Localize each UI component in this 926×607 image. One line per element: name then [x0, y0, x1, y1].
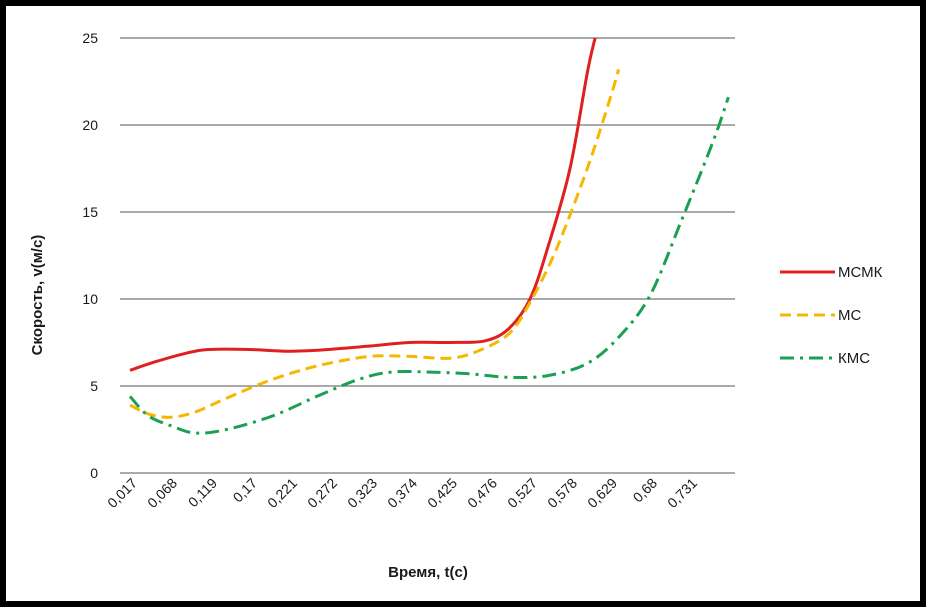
- x-tick-label: 0,221: [264, 475, 300, 511]
- legend: МСМК МС КМС: [780, 264, 883, 367]
- x-axis-title: Время, t(с): [388, 564, 468, 581]
- gridlines: [120, 37, 735, 474]
- x-tick-label: 0,731: [664, 475, 700, 511]
- y-tick-label: 20: [82, 117, 98, 133]
- y-tick-label: 10: [82, 291, 98, 307]
- x-tick-label: 0,476: [464, 475, 500, 511]
- x-tick-label: 0,68: [630, 475, 661, 506]
- x-tick-label: 0,374: [384, 475, 420, 511]
- series-line: [129, 37, 597, 372]
- x-tick-label: 0,17: [230, 475, 261, 506]
- y-tick-label: 0: [90, 465, 98, 481]
- x-tick-label: 0,425: [424, 475, 460, 511]
- legend-label: МСМК: [838, 264, 883, 281]
- y-tick-label: 25: [82, 30, 98, 46]
- x-tick-label: 0,578: [544, 475, 580, 511]
- x-tick-label: 0,323: [344, 475, 380, 511]
- x-tick-labels: 0,017 0,068 0,119 0,17 0,221 0,272 0,323 0,374 0…: [104, 475, 700, 511]
- legend-label: КМС: [838, 350, 870, 367]
- x-tick-label: 0,629: [584, 475, 620, 511]
- y-tick-label: 5: [90, 378, 98, 394]
- x-tick-label: 0,068: [144, 475, 180, 511]
- series-line: [129, 68, 621, 419]
- legend-label: МС: [838, 307, 861, 324]
- y-axis-title: Скорость, v(м/с): [29, 235, 46, 356]
- x-tick-label: 0,272: [304, 475, 340, 511]
- series-line: [128, 96, 730, 435]
- x-tick-label: 0,017: [104, 475, 140, 511]
- x-tick-label: 0,527: [504, 475, 540, 511]
- x-tick-label: 0,119: [185, 475, 221, 511]
- y-tick-labels: 0 5 10 15 20 25: [82, 30, 98, 481]
- series-lines: [128, 37, 730, 435]
- y-tick-label: 15: [82, 204, 98, 220]
